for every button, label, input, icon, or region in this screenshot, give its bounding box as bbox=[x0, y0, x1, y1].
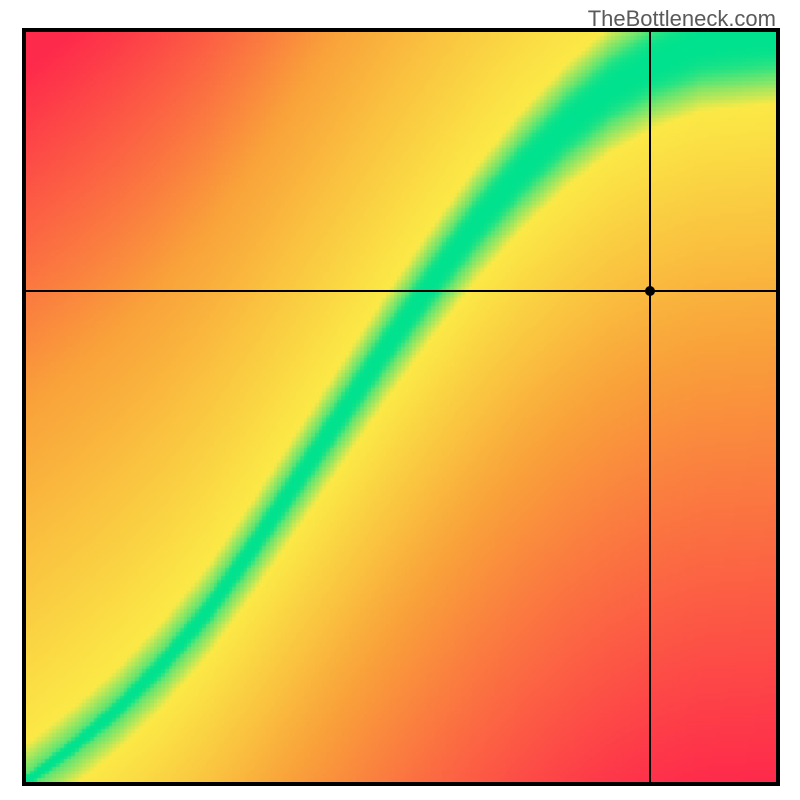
heatmap-canvas bbox=[26, 32, 776, 782]
plot-area bbox=[26, 32, 776, 782]
crosshair-horizontal bbox=[26, 290, 776, 292]
data-point-marker bbox=[645, 286, 655, 296]
crosshair-vertical bbox=[649, 32, 651, 782]
chart-container: TheBottleneck.com bbox=[0, 0, 800, 800]
